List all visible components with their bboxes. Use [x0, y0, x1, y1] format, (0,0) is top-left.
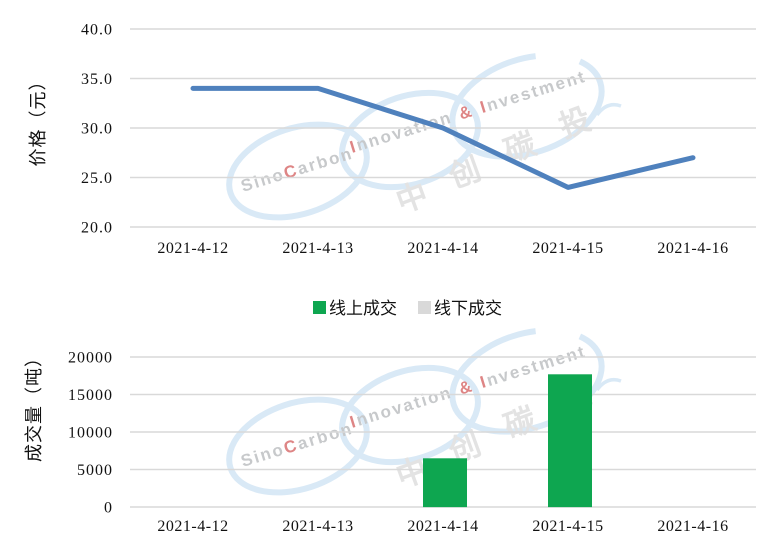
- volume-bar: [548, 374, 592, 508]
- watermark-brand-text: SinoCarbon: [239, 419, 356, 471]
- x-tick-label: 2021-4-14: [407, 518, 478, 535]
- volume-bar: [423, 458, 467, 508]
- legend-label: 线下成交: [434, 299, 502, 318]
- watermark-ring: [339, 364, 481, 466]
- x-tick-label: 2021-4-13: [282, 518, 353, 535]
- y-tick-label: 5000: [77, 462, 113, 479]
- legend-swatch: [418, 301, 431, 314]
- watermark-cn-char: 创: [443, 151, 485, 195]
- y-tick-label: 0: [104, 500, 113, 517]
- legend-label: 线上成交: [329, 299, 397, 318]
- y-tick-label: 15000: [68, 387, 113, 404]
- x-tick-label: 2021-4-15: [532, 240, 603, 257]
- x-tick-label: 2021-4-13: [282, 240, 353, 257]
- watermark-cn-char: 投: [554, 101, 595, 144]
- volume-chart: 20000 15000 10000 5000 0 2021-4-12 2021-4-13 20…: [24, 348, 756, 535]
- watermark-ring: [226, 121, 370, 221]
- watermark-ring: [226, 396, 370, 496]
- x-tick-label: 2021-4-12: [157, 240, 228, 257]
- watermark-swoosh: [595, 377, 622, 392]
- legend-swatch: [313, 301, 326, 314]
- x-tick-label: 2021-4-15: [532, 518, 603, 535]
- y-tick-label: 30.0: [81, 121, 113, 138]
- y-tick-label: 40.0: [81, 22, 113, 39]
- watermark-ring: [449, 52, 605, 160]
- y-axis-title: 价格（元）: [28, 72, 48, 167]
- price-chart: 40.0 35.0 30.0 25.0 20.0 2021-4-12 2021-4-13 20…: [28, 22, 756, 257]
- price-line: [190, 85, 696, 190]
- y-tick-label: 10000: [68, 425, 113, 442]
- watermark-swoosh: [595, 102, 622, 117]
- x-tick-label: 2021-4-12: [157, 518, 228, 535]
- watermark-cn-char: 碳: [499, 401, 541, 445]
- x-tick-label: 2021-4-16: [657, 240, 728, 257]
- y-tick-label: 35.0: [81, 71, 113, 88]
- watermark-brand-text: SinoCarbon: [239, 144, 356, 196]
- x-tick-label: 2021-4-16: [657, 518, 728, 535]
- legend: 线上成交 线下成交: [313, 299, 502, 318]
- y-tick-label: 20000: [68, 350, 113, 367]
- watermark-ring: [339, 89, 481, 191]
- y-tick-label: 25.0: [81, 170, 113, 187]
- y-axis-title: 成交量（吨）: [24, 348, 44, 462]
- y-tick-label: 20.0: [81, 220, 113, 237]
- x-tick-label: 2021-4-14: [407, 240, 478, 257]
